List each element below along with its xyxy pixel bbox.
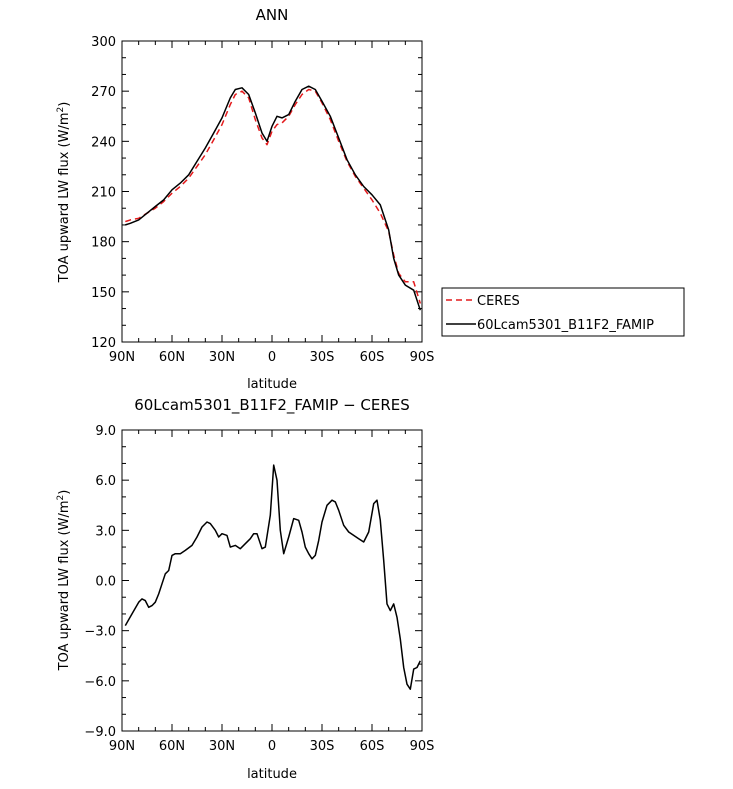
bottom-y-tick-label: 6.0 <box>95 474 116 489</box>
top-x-tick-label: 90N <box>109 350 135 365</box>
legend-label-ceres: CERES <box>477 294 520 309</box>
top-chart-title: ANN <box>256 6 289 24</box>
top-y-tick-label: 210 <box>91 186 116 201</box>
bottom-chart-title: 60Lcam5301_B11F2_FAMIP − CERES <box>134 396 410 415</box>
top-x-tick-label: 90S <box>410 350 435 365</box>
bottom-x-tick-label: 60S <box>360 739 385 754</box>
top-y-tick-label: 150 <box>91 286 116 301</box>
bottom-x-tick-label: 0 <box>268 739 276 754</box>
top-chart-xlabel: latitude <box>247 377 297 392</box>
legend-label-model: 60Lcam5301_B11F2_FAMIP <box>477 318 654 333</box>
top-chart-panel: ANN 90N 60N 30N 0 30S 60S 90S 120 150 180 210 240 27… <box>56 6 434 392</box>
top-x-tick-label: 30S <box>310 350 335 365</box>
bottom-x-tick-label: 60N <box>159 739 185 754</box>
bottom-y-tick-label: −3.0 <box>84 625 116 640</box>
legend-box <box>441 287 685 337</box>
top-y-tick-label: 180 <box>91 236 116 251</box>
top-x-tick-label: 0 <box>268 350 276 365</box>
bottom-y-tick-label: −6.0 <box>84 675 116 690</box>
top-x-tick-label: 60S <box>360 350 385 365</box>
bottom-y-tick-label: 0.0 <box>95 575 116 590</box>
top-series-line-60lcam5301-b11f2-famip <box>125 85 422 311</box>
bottom-series-line-0 <box>124 464 421 690</box>
top-y-tick-label: 270 <box>91 85 116 100</box>
top-series-line-ceres <box>125 88 422 304</box>
top-x-tick-label: 30N <box>209 350 235 365</box>
bottom-y-tick-label: −9.0 <box>84 725 116 740</box>
bottom-y-tick-label: 3.0 <box>95 524 116 539</box>
bottom-x-tick-label: 30S <box>310 739 335 754</box>
top-y-tick-label: 300 <box>91 35 116 50</box>
bottom-x-tick-label: 30N <box>209 739 235 754</box>
top-x-tick-label: 60N <box>159 350 185 365</box>
bottom-chart-xlabel: latitude <box>247 767 297 782</box>
top-plot-frame <box>121 40 423 343</box>
top-chart-ylabel: TOA upward LW flux (W/m2) <box>56 102 72 284</box>
top-y-tick-label: 120 <box>91 336 116 351</box>
bottom-chart-panel: 60Lcam5301_B11F2_FAMIP − CERES 90N 60N 30N… <box>56 396 434 782</box>
top-y-tick-label: 240 <box>91 135 116 150</box>
bottom-chart-ylabel: TOA upward LW flux (W/m2) <box>56 490 72 672</box>
bottom-y-tick-label: 9.0 <box>95 424 116 439</box>
bottom-plot-frame <box>121 429 423 732</box>
legend: CERES 60Lcam5301_B11F2_FAMIP <box>441 287 685 337</box>
bottom-x-tick-label: 90S <box>410 739 435 754</box>
bottom-x-tick-label: 90N <box>109 739 135 754</box>
